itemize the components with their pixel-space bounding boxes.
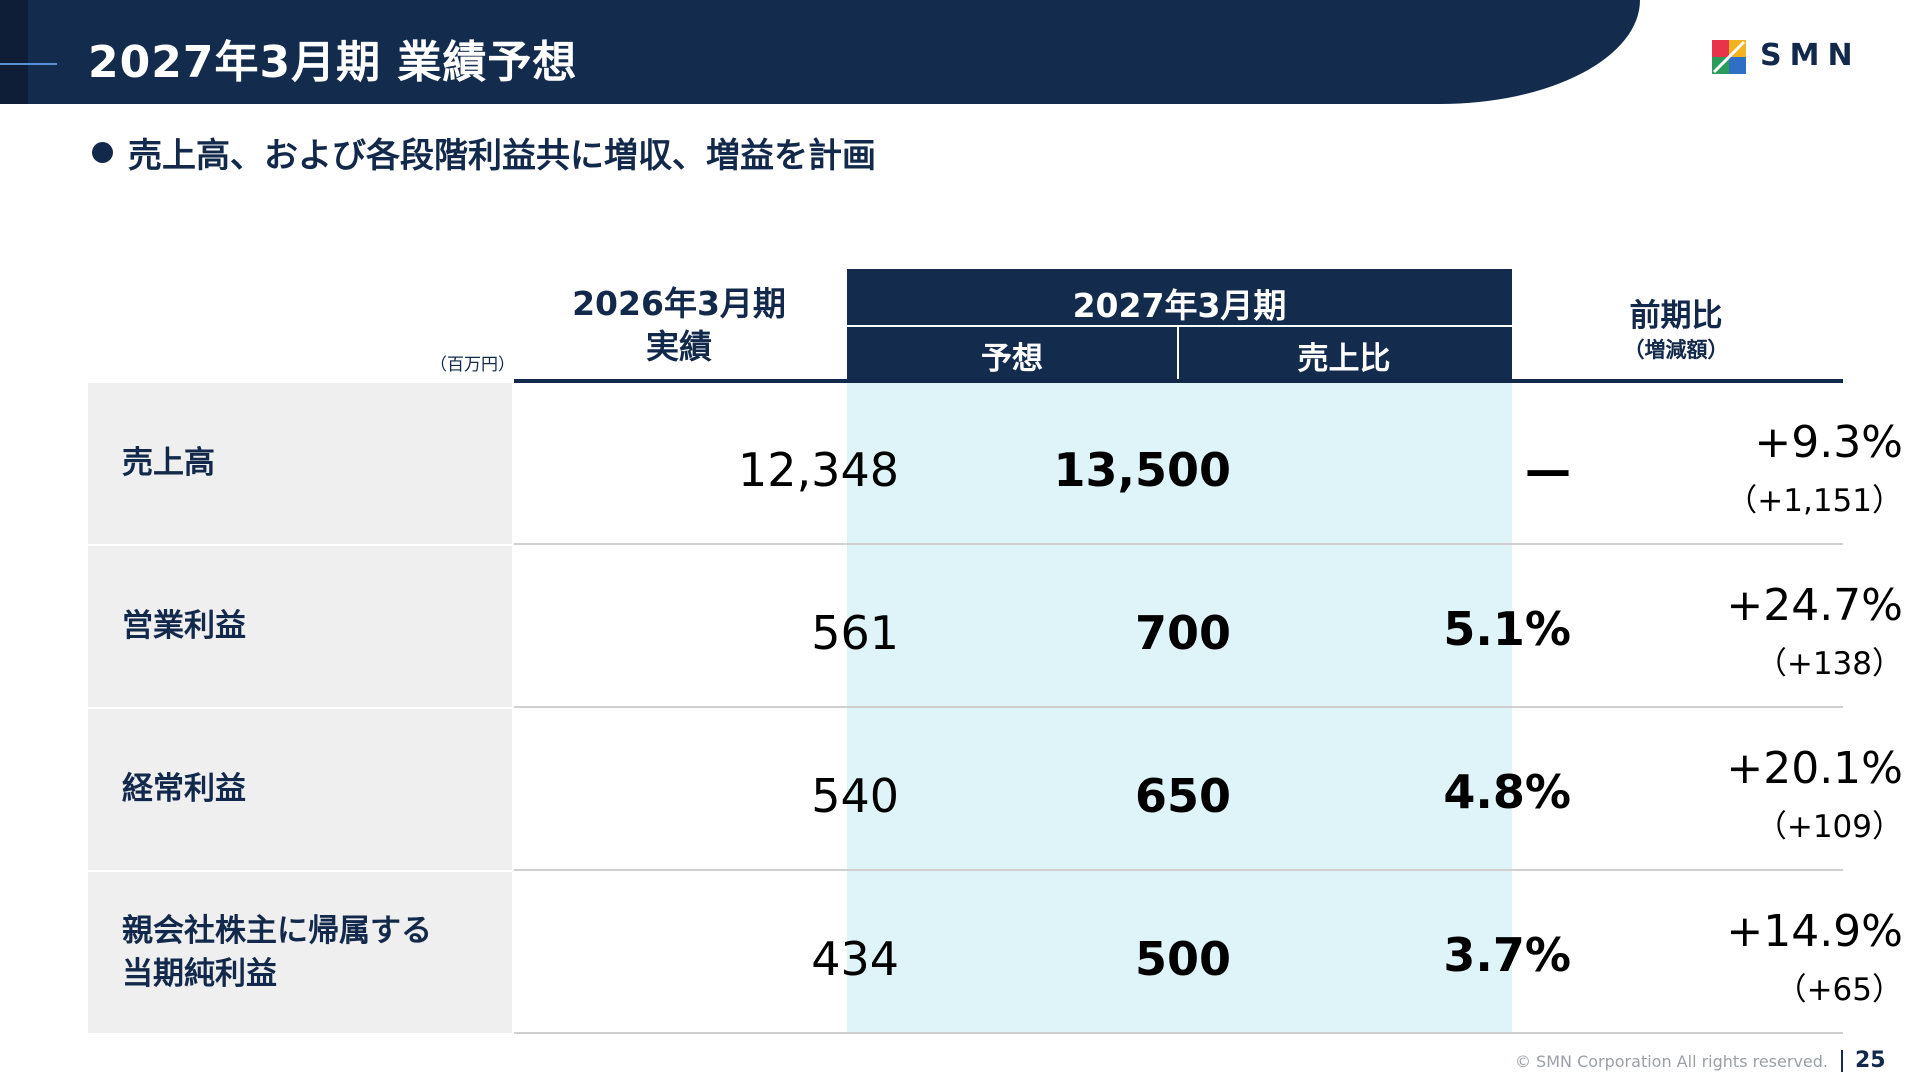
row-label-cell: 営業利益: [88, 546, 512, 707]
table-row-net-sales: 売上高 12,348 13,500 — +9.3% （+1,151）: [88, 383, 1903, 545]
unit-label: （百万円）: [430, 355, 515, 375]
row-label: 売上高: [122, 445, 215, 481]
header-divider-vertical: [1177, 327, 1179, 379]
logo-square-red: [1712, 40, 1729, 57]
row-label: 営業利益: [122, 608, 246, 644]
yoy-percent-value: +9.3%: [1754, 417, 1903, 468]
header-accent: [0, 0, 28, 104]
page-title: 2027年3月期 業績予想: [88, 37, 578, 88]
fy2027-forecast-value: 650: [1134, 769, 1231, 823]
smn-logo-icon: [1712, 40, 1746, 74]
table-row-ordinary-income: 経常利益 540 650 4.8% +20.1% （+109）: [88, 709, 1903, 871]
column-header-fy2027: 2027年3月期 予想 売上比: [847, 269, 1512, 379]
column-header-fy2026: 2026年3月期 実績: [514, 282, 844, 368]
header-band: [0, 0, 1640, 104]
bullet-icon: [92, 142, 113, 163]
row-label: 親会社株主に帰属する 当期純利益: [122, 912, 432, 992]
row-label: 経常利益: [122, 771, 246, 807]
column-header-yoy: 前期比: [1629, 298, 1723, 334]
copyright-text: © SMN Corporation All rights reserved.: [1514, 1052, 1828, 1071]
row-divider: [514, 543, 1843, 545]
logo-text: SMN: [1760, 38, 1861, 73]
fy2026-actual-value: 12,348: [738, 443, 899, 497]
header-accent-line: [0, 63, 57, 65]
fy2026-actual-value: 540: [811, 769, 899, 823]
row-divider: [514, 1032, 1843, 1034]
yoy-percent-value: +20.1%: [1726, 743, 1903, 794]
sales-ratio-value: 5.1%: [1443, 602, 1571, 656]
header-rule: [514, 379, 1843, 383]
page-number: 25: [1855, 1048, 1886, 1073]
fy2027-forecast-value: 500: [1134, 932, 1231, 986]
table-row-operating-income: 営業利益 561 700 5.1% +24.7% （+138）: [88, 546, 1903, 708]
fy2027-forecast-value: 13,500: [1053, 443, 1231, 497]
fy2026-actual-value: 561: [811, 606, 899, 660]
column-header-fy2027-title: 2027年3月期: [1072, 286, 1287, 325]
footer-divider: [1841, 1050, 1843, 1072]
header-divider: [847, 325, 1512, 327]
yoy-percent-value: +14.9%: [1726, 906, 1903, 957]
column-header-sales-ratio: 売上比: [1297, 341, 1391, 377]
column-header-forecast: 予想: [981, 341, 1043, 377]
logo-square-blue: [1729, 57, 1746, 74]
row-label-cell: 経常利益: [88, 709, 512, 870]
yoy-change-amount: （+109）: [1755, 809, 1903, 845]
yoy-change-amount: （+138）: [1755, 646, 1903, 682]
sales-ratio-value: 4.8%: [1443, 765, 1571, 819]
row-divider: [514, 869, 1843, 871]
yoy-change-amount: （+1,151）: [1726, 483, 1903, 519]
table-row-net-income: 親会社株主に帰属する 当期純利益 434 500 3.7% +14.9% （+6…: [88, 872, 1903, 1034]
column-header-fy2026-line2: 実績: [646, 327, 712, 366]
sales-ratio-value: 3.7%: [1443, 928, 1571, 982]
row-label-cell: 親会社株主に帰属する 当期純利益: [88, 872, 512, 1033]
forecast-column-highlight: [847, 383, 1512, 1034]
row-divider: [514, 706, 1843, 708]
yoy-change-amount: （+65）: [1775, 972, 1903, 1008]
column-header-fy2026-line1: 2026年3月期: [572, 284, 786, 323]
sales-ratio-value: —: [1525, 443, 1571, 497]
fy2026-actual-value: 434: [811, 932, 899, 986]
subtitle: 売上高、および各段階利益共に増収、増益を計画: [128, 136, 876, 176]
column-header-yoy-sub: （増減額）: [1623, 338, 1729, 362]
fy2027-forecast-value: 700: [1134, 606, 1231, 660]
yoy-percent-value: +24.7%: [1726, 580, 1903, 631]
row-label-cell: 売上高: [88, 383, 512, 544]
